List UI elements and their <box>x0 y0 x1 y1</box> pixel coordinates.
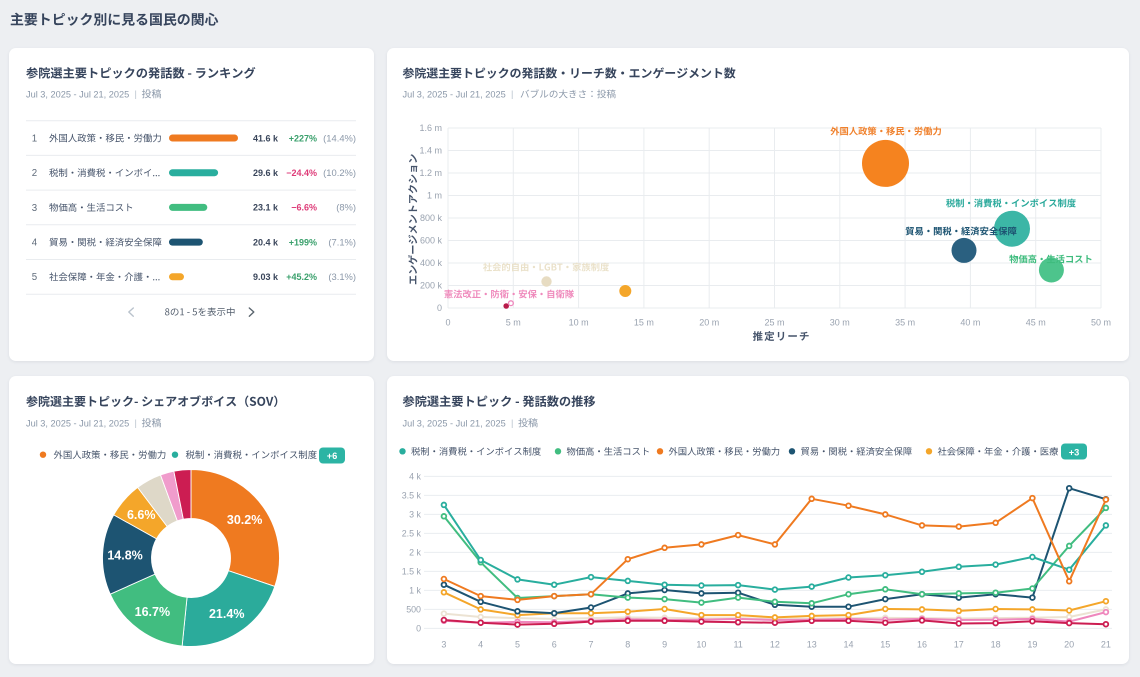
svg-text:4 k: 4 k <box>409 472 421 482</box>
svg-text:10 m: 10 m <box>569 318 589 328</box>
svg-text:9.03 k: 9.03 k <box>253 272 279 282</box>
svg-text:600 k: 600 k <box>420 236 443 246</box>
svg-text:(7.1%): (7.1%) <box>328 236 356 247</box>
svg-text:500: 500 <box>406 605 421 615</box>
svg-text:−24.4%: −24.4% <box>286 168 317 178</box>
svg-text:41.6 k: 41.6 k <box>253 133 279 143</box>
svg-text:800 k: 800 k <box>420 213 443 223</box>
svg-text:10: 10 <box>696 640 706 650</box>
svg-text:1.4 m: 1.4 m <box>419 146 442 156</box>
svg-text:200 k: 200 k <box>420 281 443 291</box>
svg-text:4: 4 <box>478 640 483 650</box>
svg-text:Jul 3, 2025 - Jul 21, 2025: Jul 3, 2025 - Jul 21, 2025 <box>26 418 129 428</box>
svg-text:Jul 3, 2025 - Jul 21, 2025: Jul 3, 2025 - Jul 21, 2025 <box>403 418 506 428</box>
svg-text:3.5 k: 3.5 k <box>402 491 422 501</box>
svg-text:20.4 k: 20.4 k <box>253 237 279 247</box>
svg-text:400 k: 400 k <box>420 258 443 268</box>
svg-text:+199%: +199% <box>289 237 317 247</box>
svg-text:|: | <box>135 418 137 428</box>
svg-text:21: 21 <box>1101 640 1111 650</box>
svg-text:17: 17 <box>954 640 964 650</box>
svg-text:7: 7 <box>589 640 594 650</box>
svg-text:(8%): (8%) <box>336 202 356 213</box>
svg-text:14.8%: 14.8% <box>107 548 142 562</box>
svg-text:2.5 k: 2.5 k <box>402 529 422 539</box>
svg-text:20: 20 <box>1064 640 1074 650</box>
svg-text:3: 3 <box>32 203 37 214</box>
svg-text:29.6 k: 29.6 k <box>253 168 279 178</box>
svg-text:19: 19 <box>1027 640 1037 650</box>
svg-text:2 k: 2 k <box>409 548 421 558</box>
svg-text:1 m: 1 m <box>427 191 442 201</box>
svg-text:0: 0 <box>437 303 442 313</box>
svg-text:3: 3 <box>441 640 446 650</box>
svg-text:16: 16 <box>917 640 927 650</box>
svg-text:16.7%: 16.7% <box>135 605 170 619</box>
svg-text:−6.6%: −6.6% <box>291 203 317 213</box>
svg-text:5: 5 <box>515 640 520 650</box>
svg-text:1.5 k: 1.5 k <box>402 567 422 577</box>
svg-text:6: 6 <box>552 640 557 650</box>
svg-text:45 m: 45 m <box>1026 318 1046 328</box>
svg-text:1.6 m: 1.6 m <box>419 123 442 133</box>
svg-text:15 m: 15 m <box>634 318 654 328</box>
svg-text:3 k: 3 k <box>409 510 421 520</box>
svg-text:5 m: 5 m <box>506 318 521 328</box>
svg-text:+6: +6 <box>327 451 338 461</box>
svg-text:9: 9 <box>662 640 667 650</box>
svg-text:6.6%: 6.6% <box>127 508 156 522</box>
svg-text:(3.1%): (3.1%) <box>328 271 356 282</box>
svg-text:2: 2 <box>32 168 37 179</box>
svg-text:23.1 k: 23.1 k <box>253 203 279 213</box>
svg-text:|: | <box>135 89 137 99</box>
svg-text:0: 0 <box>445 318 450 328</box>
svg-text:Jul 3, 2025 - Jul 21, 2025: Jul 3, 2025 - Jul 21, 2025 <box>403 89 506 99</box>
svg-text:1.2 m: 1.2 m <box>419 168 442 178</box>
svg-text:+3: +3 <box>1069 447 1080 457</box>
svg-text:14: 14 <box>843 640 853 650</box>
svg-text:21.4%: 21.4% <box>209 607 244 621</box>
svg-text:25 m: 25 m <box>764 318 784 328</box>
svg-text:(10.2%): (10.2%) <box>323 167 356 178</box>
svg-text:40 m: 40 m <box>960 318 980 328</box>
svg-text:30.2%: 30.2% <box>227 513 262 527</box>
svg-text:35 m: 35 m <box>895 318 915 328</box>
svg-text:+227%: +227% <box>289 133 317 143</box>
svg-text:Jul 3, 2025 - Jul 21, 2025: Jul 3, 2025 - Jul 21, 2025 <box>26 89 129 99</box>
svg-text:(14.4%): (14.4%) <box>323 132 356 143</box>
svg-text:|: | <box>511 418 513 428</box>
svg-text:4: 4 <box>32 238 38 249</box>
svg-text:8: 8 <box>625 640 630 650</box>
svg-text:18: 18 <box>991 640 1001 650</box>
svg-text:5: 5 <box>32 272 37 283</box>
svg-text:15: 15 <box>880 640 890 650</box>
svg-text:30 m: 30 m <box>830 318 850 328</box>
svg-text:13: 13 <box>807 640 817 650</box>
svg-text:+45.2%: +45.2% <box>286 272 317 282</box>
svg-text:20 m: 20 m <box>699 318 719 328</box>
svg-text:1: 1 <box>32 133 37 144</box>
svg-text:50 m: 50 m <box>1091 318 1111 328</box>
svg-text:|: | <box>511 89 513 99</box>
svg-text:11: 11 <box>733 640 742 650</box>
svg-text:12: 12 <box>770 640 780 650</box>
svg-text:0: 0 <box>416 624 421 634</box>
svg-text:1 k: 1 k <box>409 586 421 596</box>
